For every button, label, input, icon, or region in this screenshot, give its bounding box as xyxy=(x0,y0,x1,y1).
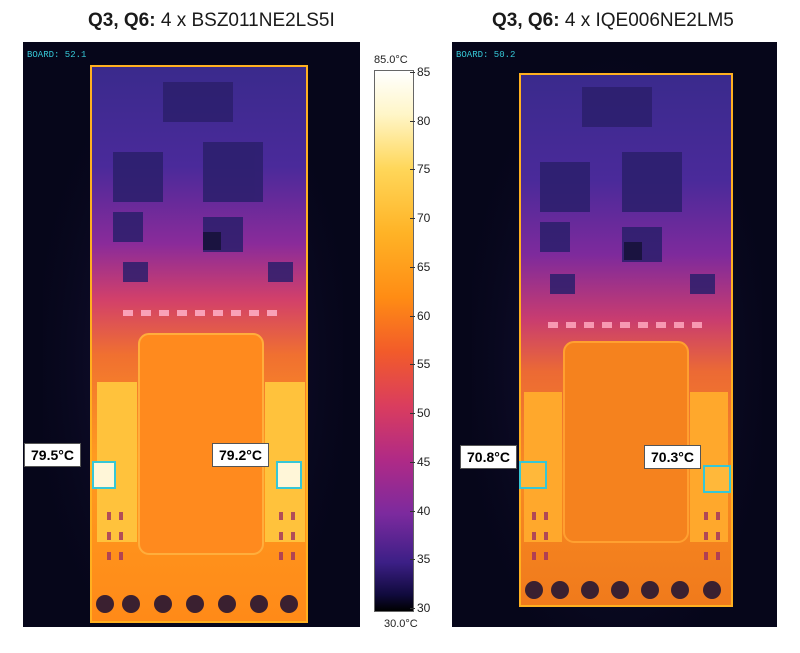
right-hotspot-left-label: 70.8°C xyxy=(460,445,517,469)
scale-tick-mark xyxy=(410,169,415,171)
scale-tick-mark xyxy=(410,120,415,122)
scale-tick-label: 45 xyxy=(417,454,431,469)
scale-tick-label: 30 xyxy=(417,601,431,615)
left-hotspot-left-label: 79.5°C xyxy=(24,443,81,467)
left-title-rest: 4 x BSZ011NE2LS5I xyxy=(155,10,335,31)
scale-tick-label: 85 xyxy=(417,65,431,79)
scale-tick-mark xyxy=(410,266,415,268)
scale-tick-mark xyxy=(410,364,415,366)
scale-tick-label: 65 xyxy=(417,259,431,274)
scale-tick-label: 40 xyxy=(417,503,431,518)
scale-tick-mark xyxy=(410,608,415,609)
right-thermal-image: BOARD: 50.2 xyxy=(452,42,777,627)
left-thermal-image: BOARD: 52.1 xyxy=(23,42,360,627)
right-board-reading: BOARD: 50.2 xyxy=(456,50,516,60)
scale-gradient-bar xyxy=(374,70,414,612)
scale-tick-label: 70 xyxy=(417,211,431,226)
scale-tick-label: 55 xyxy=(417,357,431,372)
left-hotspot-right-label: 79.2°C xyxy=(212,443,269,467)
left-title: Q3, Q6: 4 x BSZ011NE2LS5I xyxy=(88,10,335,32)
right-title: Q3, Q6: 4 x IQE006NE2LM5 xyxy=(492,10,734,32)
left-title-bold: Q3, Q6: xyxy=(88,10,156,31)
scale-tick-mark xyxy=(410,559,415,561)
scale-tick-mark xyxy=(410,315,415,317)
scale-min-label: 30.0°C xyxy=(384,618,418,630)
right-hotspot-right-label: 70.3°C xyxy=(644,445,701,469)
scale-tick-label: 60 xyxy=(417,308,431,323)
scale-max-label: 85.0°C xyxy=(374,54,408,66)
right-title-rest: 4 x IQE006NE2LM5 xyxy=(559,10,734,31)
temperature-scale: 85.0°C 85 80 75 70 65 60 55 50 45 40 35 30 30.0°C xyxy=(370,50,450,630)
left-board-reading: BOARD: 52.1 xyxy=(27,50,87,60)
left-thermal-svg xyxy=(23,42,360,627)
scale-tick-mark xyxy=(410,72,415,73)
scale-tick-mark xyxy=(410,413,415,415)
scale-tick-label: 35 xyxy=(417,552,431,567)
right-thermal-svg xyxy=(452,42,777,627)
scale-tick-label: 50 xyxy=(417,406,431,421)
scale-tick-mark xyxy=(410,218,415,220)
scale-tick-label: 80 xyxy=(417,113,431,128)
scale-tick-mark xyxy=(410,510,415,512)
scale-tick-mark xyxy=(410,461,415,463)
scale-tick-label: 75 xyxy=(417,162,431,177)
right-title-bold: Q3, Q6: xyxy=(492,10,560,31)
